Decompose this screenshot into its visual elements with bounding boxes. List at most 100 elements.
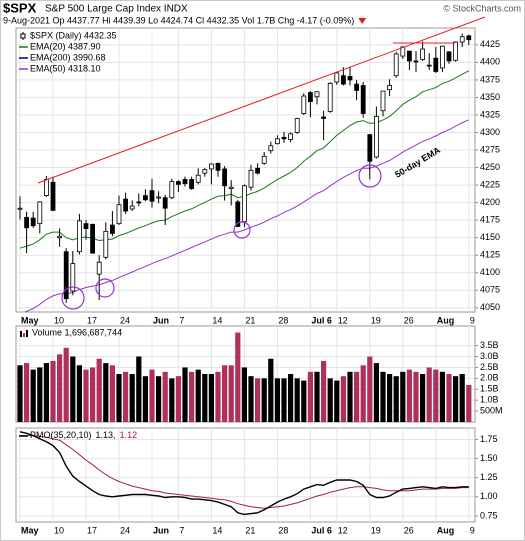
volume-bar <box>334 380 340 422</box>
volume-bar <box>222 365 228 422</box>
volume-bar <box>116 374 122 422</box>
volume-bar <box>433 369 439 422</box>
y-tick-label: 500M <box>480 405 503 415</box>
volume-bar <box>281 378 287 422</box>
volume-bar <box>37 367 43 422</box>
candle-body <box>116 204 122 225</box>
pmo-plot <box>19 431 469 516</box>
candle-body <box>406 50 412 62</box>
x-tick-label: 21 <box>245 315 255 325</box>
legend-label: EMA(20) 4387.90 <box>30 41 101 51</box>
y-tick-label: 4200 <box>480 197 500 207</box>
candle-body <box>321 116 327 119</box>
x-tick-label: 17 <box>87 315 97 325</box>
candle-body <box>63 251 69 300</box>
candle-body <box>136 201 142 204</box>
volume-bar <box>380 371 386 422</box>
volume-bar <box>301 380 307 422</box>
candle-body <box>77 220 82 253</box>
volume-bar <box>268 358 274 422</box>
volume-bar <box>347 371 353 422</box>
volume-bar <box>142 376 148 422</box>
candle-body <box>413 60 419 63</box>
volume-bar <box>340 376 346 422</box>
volume-bar <box>202 374 208 422</box>
candle-body <box>387 85 393 91</box>
highlight-circle <box>61 286 85 310</box>
x-tick-label: 12 <box>338 525 348 535</box>
volume-bar <box>162 371 168 422</box>
legend-label: $SPX (Daily) 4432.35 <box>30 30 117 40</box>
volume-bar <box>235 332 241 422</box>
candle-body <box>96 261 102 275</box>
candle-body <box>347 75 353 81</box>
y-tick-label: 4100 <box>480 267 500 277</box>
candle-body <box>189 179 195 189</box>
candle-body <box>30 217 36 227</box>
x-tick-label: 7 <box>179 525 184 535</box>
y-tick-label: 4275 <box>480 144 500 154</box>
x-tick-label: 14 <box>212 315 222 325</box>
y-tick-label: 4175 <box>480 215 500 225</box>
candle-body <box>248 169 254 188</box>
volume-bar <box>466 384 472 422</box>
price-plot <box>17 33 472 312</box>
volume-bar <box>50 360 56 422</box>
volume-bar <box>17 365 23 422</box>
candle-body <box>466 35 472 41</box>
candle-body <box>354 83 360 91</box>
volume-bar <box>426 367 432 422</box>
candle-body <box>70 263 76 292</box>
candle-body <box>255 167 261 174</box>
pmo-panel <box>15 427 476 523</box>
candle-body <box>307 92 313 103</box>
volume-bar <box>189 371 195 422</box>
ema-line <box>24 119 470 312</box>
y-tick-label: 4075 <box>480 285 500 295</box>
candle-body <box>360 85 366 114</box>
volume-plot <box>17 332 472 422</box>
x-tick-label: 24 <box>120 315 130 325</box>
volume-bar <box>274 378 280 422</box>
volume-bar <box>136 356 142 422</box>
x-tick-label: Aug <box>437 525 455 535</box>
x-tick-label: 12 <box>338 315 348 325</box>
candle-body <box>294 118 300 133</box>
x-tick-label: 21 <box>245 525 255 535</box>
candle-body <box>380 90 386 112</box>
volume-bar <box>96 358 102 422</box>
x-tick-label: 24 <box>120 525 130 535</box>
legend-icon <box>26 330 28 337</box>
legend-title: PMO(35,20,10) <box>30 430 92 440</box>
candle-body <box>182 179 188 185</box>
chart-subtitle: S&P 500 Large Cap Index INDX <box>45 4 188 15</box>
candle-body <box>459 36 465 43</box>
highlight-circle <box>358 164 382 188</box>
candle-body <box>228 186 234 189</box>
volume-bar <box>261 378 267 422</box>
volume-bar <box>123 371 129 422</box>
candle-body <box>281 136 287 140</box>
candle-body <box>426 64 432 67</box>
y-tick-label: 0.75 <box>480 510 498 520</box>
volume-bar <box>83 369 89 422</box>
volume-bar <box>400 371 406 422</box>
y-tick-label: 1.00 <box>480 491 498 501</box>
x-tick-label: May <box>21 525 39 535</box>
pmo-line <box>20 435 469 509</box>
volume-bar <box>149 369 155 422</box>
volume-bar <box>406 369 412 422</box>
highlight-circles <box>61 164 382 310</box>
volume-bar <box>459 374 465 422</box>
candle-body <box>202 169 208 174</box>
y-tick-label: 4350 <box>480 92 500 102</box>
volume-bar <box>90 367 96 422</box>
x-tick-label: May <box>21 315 39 325</box>
candle-body <box>274 138 280 145</box>
candle-body <box>241 185 247 222</box>
y-tick-label: 4250 <box>480 162 500 172</box>
y-tick-label: 1.50 <box>480 453 498 463</box>
volume-bar <box>255 378 261 422</box>
x-tick-label: Jul 6 <box>311 315 332 325</box>
